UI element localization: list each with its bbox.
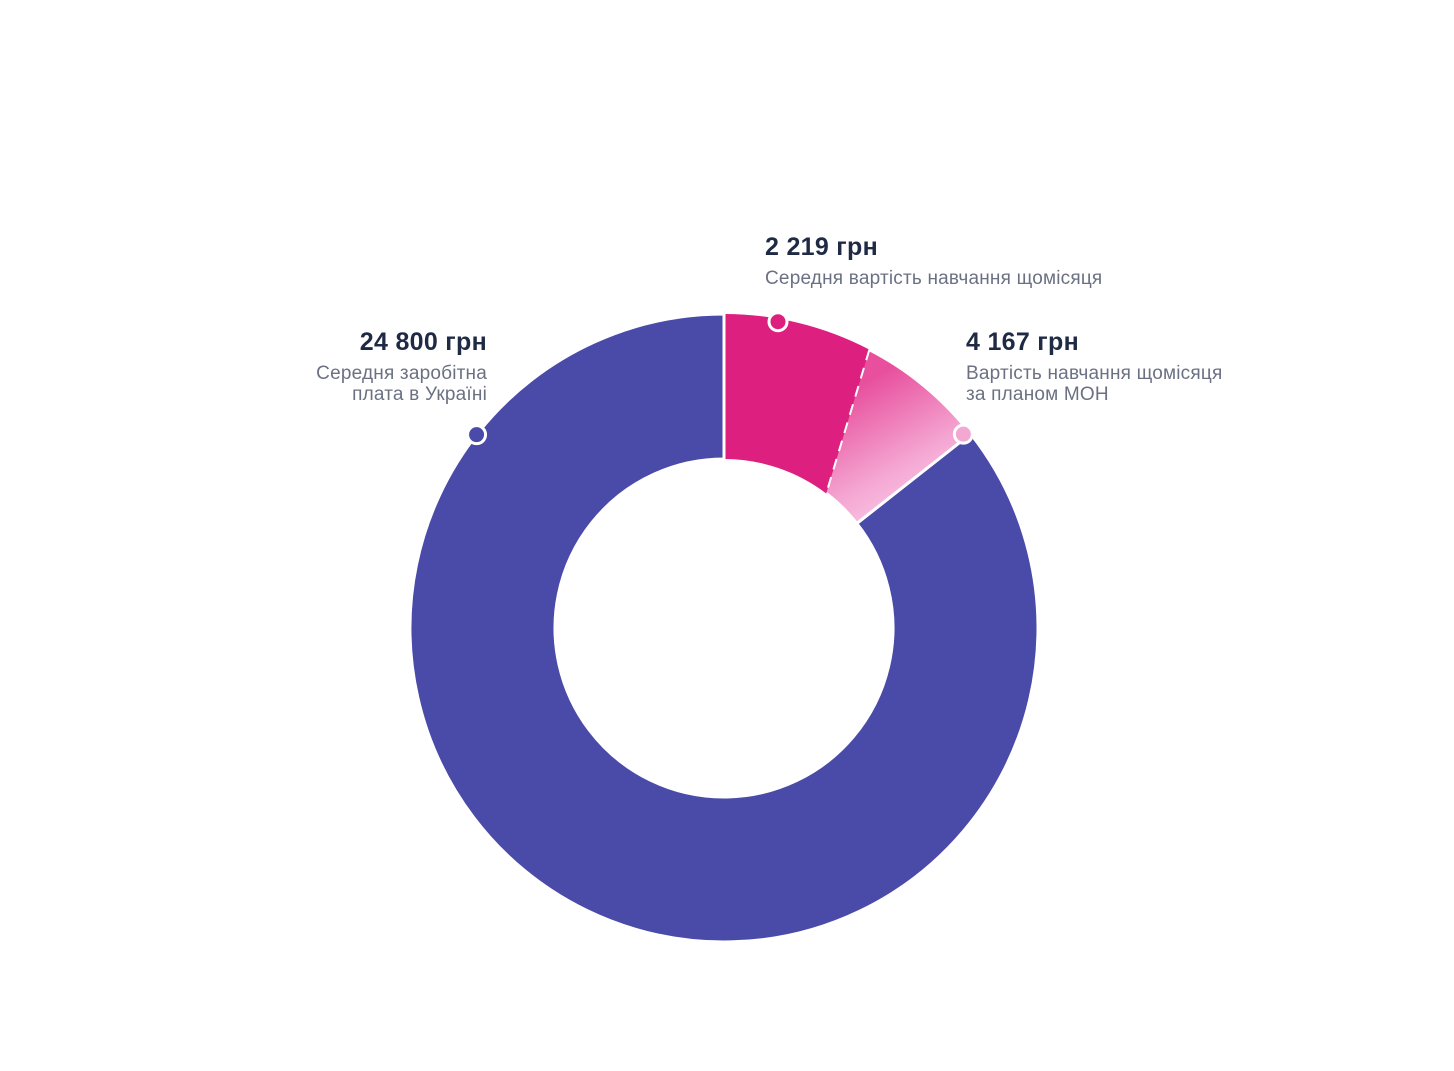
plan-tuition-description-line-1: Вартість навчання щомісяця (966, 363, 1223, 384)
slice-avg-tuition (724, 314, 870, 494)
avg-tuition-value: 2 219 грн (765, 233, 878, 261)
avg-tuition-description-line-1: Середня вартість навчання щомісяця (765, 268, 1103, 289)
marker-avg-tuition (767, 311, 789, 333)
avg-plan-divider (825, 349, 871, 494)
label-plan-tuition: 4 167 грн Вартість навчання щомісяця за … (966, 327, 1222, 405)
marker-salary (466, 424, 488, 446)
plan-tuition-value: 4 167 грн (966, 328, 1079, 356)
slice-salary (408, 312, 1040, 944)
salary-description-line-2: плата в Україні (352, 384, 487, 405)
salary-value: 24 800 грн (359, 328, 487, 356)
marker-plan-tuition (952, 423, 974, 445)
label-avg-tuition: 2 219 грн Середня вартість навчання щомі… (765, 232, 1102, 289)
salary-description: Середня заробітна плата в Україні (316, 363, 487, 405)
salary-description-line-1: Середня заробітна (316, 363, 487, 384)
plan-tuition-description-line-2: за планом МОН (966, 384, 1109, 405)
plan-tuition-description: Вартість навчання щомісяця за планом МОН (966, 363, 1222, 405)
avg-tuition-description: Середня вартість навчання щомісяця (765, 268, 1102, 289)
label-salary: 24 800 грн Середня заробітна плата в Укр… (316, 327, 487, 405)
